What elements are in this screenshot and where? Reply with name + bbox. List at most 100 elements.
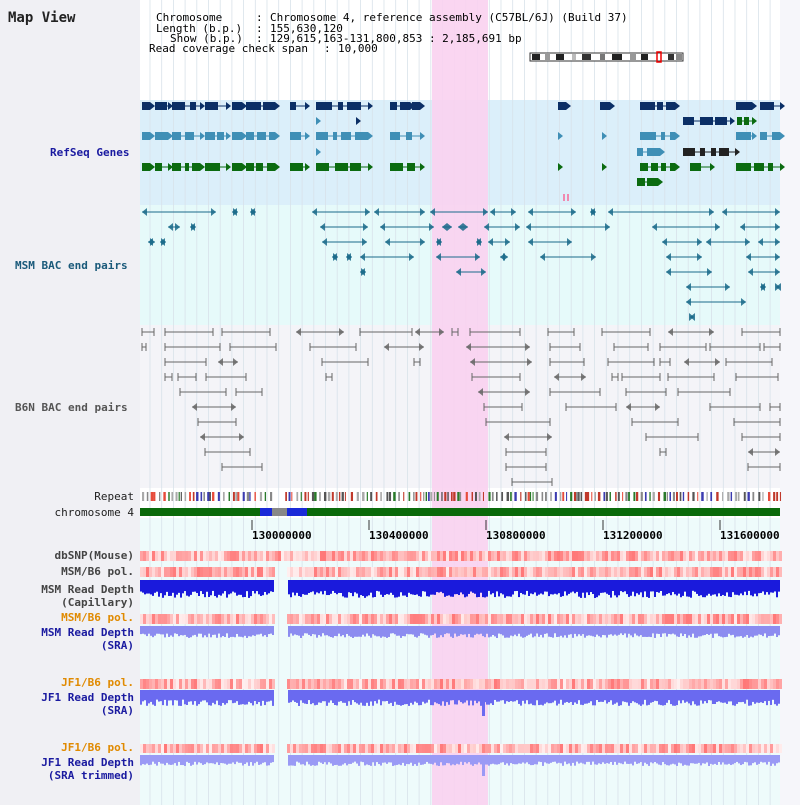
- snp-density-cell: [743, 679, 746, 689]
- snp-density-cell: [581, 744, 584, 753]
- read-depth-bar: [460, 626, 462, 635]
- track-label-msm-read-depth-cap[interactable]: MSM Read Depth: [41, 583, 134, 596]
- read-depth-bar: [404, 755, 406, 766]
- track-label-jf1-read-depth-trim[interactable]: JF1 Read Depth: [41, 756, 134, 769]
- repeat-feature: [259, 492, 263, 501]
- read-depth-bar: [454, 690, 456, 705]
- repeat-feature: [246, 492, 250, 501]
- snp-density-cell: [524, 614, 527, 624]
- repeat-feature: [527, 492, 530, 501]
- bac-end-right: [475, 253, 480, 261]
- repeat-feature: [430, 492, 433, 501]
- read-depth-bar: [610, 690, 612, 701]
- read-depth-bar: [456, 580, 458, 595]
- snp-density-cell: [659, 567, 662, 577]
- track-label-repeat[interactable]: Repeat: [94, 490, 134, 503]
- snp-density-cell: [575, 614, 578, 624]
- snp-density-cell: [239, 614, 242, 624]
- snp-density-cell: [743, 551, 746, 561]
- repeat-feature: [386, 492, 389, 501]
- read-depth-bar: [520, 626, 522, 637]
- bac-end-right: [775, 268, 780, 276]
- read-depth-bar: [750, 755, 752, 766]
- track-label-jf1-read-depth-sra[interactable]: JF1 Read Depth: [41, 691, 134, 704]
- snp-density-cell: [566, 679, 569, 689]
- snp-density-cell: [194, 744, 197, 753]
- track-label-jf1-b6-pol-2[interactable]: JF1/B6 pol.: [61, 741, 134, 754]
- read-depth-bar: [770, 580, 772, 593]
- read-depth-bar: [528, 690, 530, 705]
- read-depth-bar: [236, 755, 238, 762]
- track-label-msm-bac[interactable]: MSM BAC end pairs: [15, 259, 128, 272]
- read-depth-bar: [356, 755, 358, 764]
- snp-density-cell: [311, 679, 314, 689]
- snp-density-cell: [236, 551, 239, 561]
- read-depth-bar: [148, 690, 150, 704]
- read-depth-bar: [396, 690, 398, 705]
- track-label-msm-b6-pol-1[interactable]: MSM/B6 pol.: [61, 565, 134, 578]
- read-depth-bar: [152, 580, 154, 596]
- read-depth-bar: [440, 580, 442, 592]
- read-depth-bar: [384, 755, 386, 763]
- snp-density-cell: [587, 567, 590, 577]
- read-depth-bar: [168, 690, 170, 701]
- read-depth-bar: [260, 755, 262, 765]
- track-label-dbsnp[interactable]: dbSNP(Mouse): [54, 549, 134, 562]
- snp-density-cell: [332, 551, 335, 561]
- repeat-feature: [465, 492, 468, 501]
- snp-density-cell: [188, 614, 191, 624]
- repeat-feature: [586, 492, 590, 501]
- track-label-refseq[interactable]: RefSeq Genes: [50, 146, 130, 159]
- track-label-msm-b6-pol-2[interactable]: MSM/B6 pol.: [61, 611, 134, 624]
- read-depth-bar: [176, 580, 178, 595]
- read-depth-bar: [458, 580, 460, 596]
- track-label-msm-read-depth-sra[interactable]: MSM Read Depth: [41, 626, 134, 639]
- gene-arrow: [368, 102, 373, 110]
- gene-exon: [719, 148, 729, 156]
- read-depth-bar: [620, 626, 622, 634]
- repeat-feature: [311, 492, 315, 501]
- bac-end-left: [380, 223, 385, 231]
- snp-density-cell: [467, 744, 470, 753]
- snp-density-cell: [383, 551, 386, 561]
- read-depth-bar: [586, 626, 588, 636]
- read-depth-bar: [290, 690, 292, 703]
- repeat-feature: [209, 492, 211, 501]
- track-label-jf1-b6-pol-1[interactable]: JF1/B6 pol.: [61, 676, 134, 689]
- read-depth-bar: [350, 755, 352, 764]
- read-depth-bar: [338, 690, 340, 702]
- bac-end-right: [655, 403, 660, 411]
- snp-density-cell: [521, 614, 524, 624]
- snp-density-cell: [683, 551, 686, 561]
- snp-density-cell: [776, 679, 779, 689]
- read-depth-bar: [750, 626, 752, 637]
- read-depth-bar: [224, 755, 226, 764]
- bac-end-left: [504, 433, 509, 441]
- read-depth-bar: [266, 690, 268, 702]
- snp-density-cell: [257, 567, 260, 577]
- read-depth-bar: [382, 690, 384, 702]
- read-depth-bar: [716, 690, 718, 702]
- repeat-feature: [779, 492, 782, 501]
- gene-arrow: [566, 102, 571, 110]
- read-depth-bar: [478, 755, 480, 763]
- read-depth-bar: [204, 755, 206, 765]
- snp-density-cell: [245, 679, 248, 689]
- read-depth-bar: [596, 580, 598, 598]
- snp-density-cell: [692, 744, 695, 753]
- snp-density-cell: [404, 551, 407, 561]
- read-depth-bar: [524, 755, 526, 764]
- read-depth-bar: [382, 755, 384, 763]
- track-label-jf1-read-depth-sra-sub: (SRA): [100, 704, 134, 717]
- track-label-chromosome[interactable]: chromosome 4: [54, 506, 134, 519]
- snp-density-cell: [341, 551, 344, 561]
- read-depth-bar: [398, 690, 400, 705]
- track-label-b6n-bac[interactable]: B6N BAC end pairs: [15, 401, 128, 414]
- bac-end-left: [722, 208, 727, 216]
- read-depth-bar: [314, 755, 316, 766]
- snp-density-cell: [176, 551, 179, 561]
- read-depth-bar: [348, 580, 350, 593]
- read-depth-bar: [464, 690, 466, 703]
- read-depth-bar: [590, 626, 592, 636]
